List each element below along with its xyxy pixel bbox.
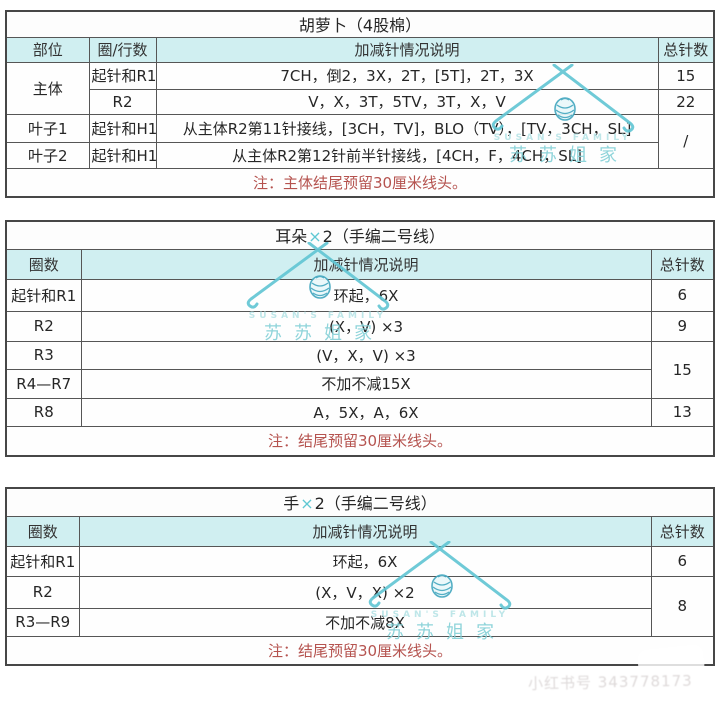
carrot-table: 胡萝卜（4股棉） 部位 圈/行数 加减针情况说明 总针数 主体 起针和R1 7C… bbox=[5, 10, 715, 198]
total-cell: 6 bbox=[650, 278, 715, 312]
table-note: 注：主体结尾预留30厘米线头。 bbox=[5, 167, 715, 198]
table-note: 注：结尾预留30厘米线头。 bbox=[5, 425, 715, 457]
round-cell: 起针和H1 bbox=[88, 141, 157, 169]
title-yarn-note: （手编二号线） bbox=[332, 227, 445, 247]
table-row: 主体 起针和R1 7CH，倒2，3X，2T，[5T]，2T，3X 15 bbox=[5, 61, 715, 115]
instruction-cell: A，5X，A，6X bbox=[80, 397, 652, 427]
round-cell: R2 bbox=[88, 88, 157, 115]
instruction-cell: 环起，6X bbox=[80, 278, 652, 312]
col-header-instructions: 加减针情况说明 bbox=[155, 36, 659, 63]
table-row: R8 A，5X，A，6X 13 bbox=[5, 397, 715, 427]
part-cell: 叶子2 bbox=[5, 141, 90, 169]
col-header-total: 总针数 bbox=[650, 248, 715, 280]
instruction-cell: 不加不减8X bbox=[78, 607, 652, 637]
ears-table: 耳朵×2（手编二号线） 圈数 加减针情况说明 总针数 起针和R1 环起，6X 6… bbox=[5, 220, 716, 457]
total-cell: 15 bbox=[650, 340, 715, 399]
table-row: 起针和R1 环起，6X 6 bbox=[5, 545, 715, 577]
title-yarn-note: （手编二号线） bbox=[324, 494, 437, 514]
instruction-cell: 7CH，倒2，3X，2T，[5T]，2T，3X bbox=[155, 61, 659, 90]
col-header-instructions: 加减针情况说明 bbox=[80, 248, 652, 280]
instruction-cell: 从主体R2第12针前半针接线，[4CH，F，4CH，SL] bbox=[155, 141, 659, 169]
instruction-cell: V，X，3T，5TV，3T，X，V bbox=[155, 88, 659, 115]
instruction-cell: 环起，6X bbox=[78, 545, 652, 577]
times-symbol: × bbox=[300, 494, 314, 514]
total-cell: 6 bbox=[650, 545, 715, 577]
table-row: 叶子1 起针和H1 从主体R2第11针接线，[3CH，TV]，BLO（TV），[… bbox=[5, 113, 715, 169]
hands-table: 手×2（手编二号线） 圈数 加减针情况说明 总针数 起针和R1 环起，6X 6 … bbox=[5, 487, 716, 666]
round-cell: R3—R9 bbox=[5, 607, 80, 637]
title-text: 耳朵 bbox=[275, 227, 308, 247]
carrot-table-title: 胡萝卜（4股棉） bbox=[5, 10, 715, 38]
col-header-part: 部位 bbox=[5, 36, 90, 63]
round-cell: 起针和R1 bbox=[5, 278, 82, 312]
col-header-round: 圈/行数 bbox=[88, 36, 157, 63]
total-cell: 8 bbox=[650, 575, 715, 637]
total-cell: 15 bbox=[657, 61, 715, 90]
round-cell: R2 bbox=[5, 575, 80, 609]
table-row: R2 (X，V) ×3 9 bbox=[5, 310, 715, 342]
round-cell: 起针和R1 bbox=[5, 545, 80, 577]
ears-table-title: 耳朵×2（手编二号线） bbox=[5, 220, 715, 250]
account-id-watermark: 小红书号 343778173 bbox=[527, 671, 693, 693]
total-cell: / bbox=[657, 113, 715, 169]
round-cell: R8 bbox=[5, 397, 82, 427]
table-row: R3 (V，X，V) ×3 15 bbox=[5, 340, 715, 399]
table-row: R4—R7 不加不减15X bbox=[5, 368, 714, 399]
instruction-cell: (X，V) ×3 bbox=[80, 310, 652, 342]
instruction-cell: (V，X，V) ×3 bbox=[80, 340, 652, 370]
table-row: R3—R9 不加不减8X bbox=[5, 607, 714, 637]
total-cell: 13 bbox=[650, 397, 715, 427]
table-row: R2 (X，V，X) ×2 8 bbox=[5, 575, 715, 637]
col-header-round: 圈数 bbox=[5, 515, 80, 547]
total-cell: 22 bbox=[657, 88, 715, 115]
round-cell: R3 bbox=[5, 340, 82, 370]
part-cell: 叶子1 bbox=[5, 113, 90, 143]
table-row: 叶子2 起针和H1 从主体R2第12针前半针接线，[4CH，F，4CH，SL] bbox=[5, 141, 714, 169]
round-cell: 起针和R1 bbox=[88, 61, 157, 90]
table-row: 起针和R1 环起，6X 6 bbox=[5, 278, 715, 312]
instruction-cell: 不加不减15X bbox=[80, 368, 652, 399]
total-cell: 9 bbox=[650, 310, 715, 342]
col-header-total: 总针数 bbox=[650, 515, 715, 547]
col-header-round: 圈数 bbox=[5, 248, 82, 280]
round-cell: 起针和H1 bbox=[88, 113, 157, 143]
table-row: R2 V，X，3T，5TV，3T，X，V 22 bbox=[6, 88, 715, 115]
hands-table-title: 手×2（手编二号线） bbox=[5, 487, 715, 517]
times-symbol: × bbox=[308, 227, 322, 247]
part-cell: 主体 bbox=[5, 61, 90, 115]
title-count: 2 bbox=[314, 494, 325, 514]
col-header-instructions: 加减针情况说明 bbox=[78, 515, 652, 547]
title-count: 2 bbox=[322, 227, 333, 247]
round-cell: R4—R7 bbox=[5, 368, 82, 399]
title-text: 手 bbox=[283, 494, 300, 514]
col-header-total: 总针数 bbox=[657, 36, 715, 63]
round-cell: R2 bbox=[5, 310, 82, 342]
instruction-cell: 从主体R2第11针接线，[3CH，TV]，BLO（TV），[TV，3CH，SL] bbox=[155, 113, 659, 143]
instruction-cell: (X，V，X) ×2 bbox=[78, 575, 652, 609]
table-note: 注：结尾预留30厘米线头。 bbox=[5, 635, 715, 666]
